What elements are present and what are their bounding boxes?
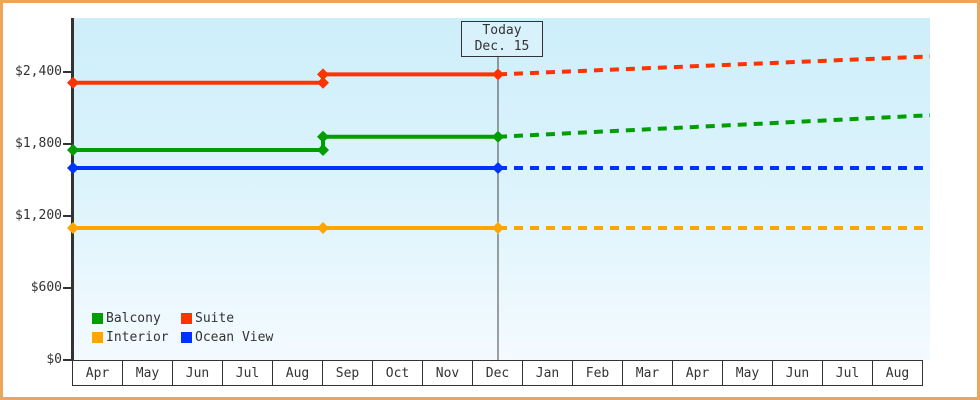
x-axis: Apr May Jun Jul Aug Sep Oct Nov Dec Jan Feb Mar Apr M…: [72, 360, 923, 386]
x-axis-cell: Mar: [623, 360, 673, 386]
x-axis-cell: Aug: [273, 360, 323, 386]
series-marker-suite: [492, 68, 504, 81]
x-axis-cell: Nov: [423, 360, 473, 386]
y-tick-label: $0: [46, 352, 62, 367]
series-marker-ocean-view: [67, 162, 79, 174]
series-line-suite: [73, 72, 498, 85]
x-axis-cell: Feb: [573, 360, 623, 386]
x-axis-cell: Dec: [473, 360, 523, 386]
x-axis-cell: Oct: [373, 360, 423, 386]
series-projection-suite: [497, 54, 931, 77]
y-tick-label: $1,200: [15, 208, 62, 223]
legend-label: Ocean View: [195, 330, 274, 345]
legend-swatch-icon: [92, 332, 103, 343]
legend-swatch-icon: [181, 313, 192, 324]
x-axis-cell: Apr: [673, 360, 723, 386]
legend-swatch-icon: [92, 313, 103, 324]
series-line-balcony: [73, 134, 498, 152]
y-tick-label: $600: [30, 280, 62, 295]
today-annotation-box: Today Dec. 15: [461, 21, 543, 57]
series-projection-balcony: [497, 113, 931, 139]
x-axis-cell: Jun: [173, 360, 223, 386]
legend-item: Suite: [181, 311, 273, 326]
series-marker-balcony: [67, 144, 79, 156]
series-marker-suite: [317, 68, 329, 81]
series-marker-balcony: [492, 130, 504, 143]
x-axis-cell: Sep: [323, 360, 373, 386]
legend-label: Suite: [195, 311, 235, 326]
x-axis-cell: Jul: [823, 360, 873, 386]
x-axis-cell: Jan: [523, 360, 573, 386]
y-tick-label: $2,400: [15, 64, 62, 79]
legend-swatch-icon: [181, 332, 192, 343]
x-axis-cell: Aug: [873, 360, 923, 386]
x-axis-cell: May: [723, 360, 773, 386]
legend-item: Ocean View: [181, 330, 273, 345]
y-tick-label: $1,800: [15, 136, 62, 151]
legend-item: Balcony: [92, 311, 181, 326]
series-marker-balcony: [317, 144, 329, 156]
today-label: Today: [482, 23, 522, 38]
today-date: Dec. 15: [474, 39, 530, 54]
series-marker-ocean-view: [492, 162, 504, 174]
series-marker-interior: [492, 222, 504, 234]
x-axis-cell: May: [123, 360, 173, 386]
series-marker-interior: [317, 222, 329, 234]
series-marker-balcony: [317, 130, 329, 143]
legend-item: Interior: [92, 330, 181, 345]
legend-label: Balcony: [106, 311, 161, 326]
x-axis-cell: Jun: [773, 360, 823, 386]
series-marker-interior: [67, 222, 79, 234]
legend-label: Interior: [106, 330, 169, 345]
series-marker-suite: [317, 76, 329, 89]
series-marker-suite: [67, 76, 79, 89]
legend: Balcony Suite Interior Ocean View: [92, 311, 273, 345]
x-axis-cell: Apr: [72, 360, 123, 386]
x-axis-cell: Jul: [223, 360, 273, 386]
